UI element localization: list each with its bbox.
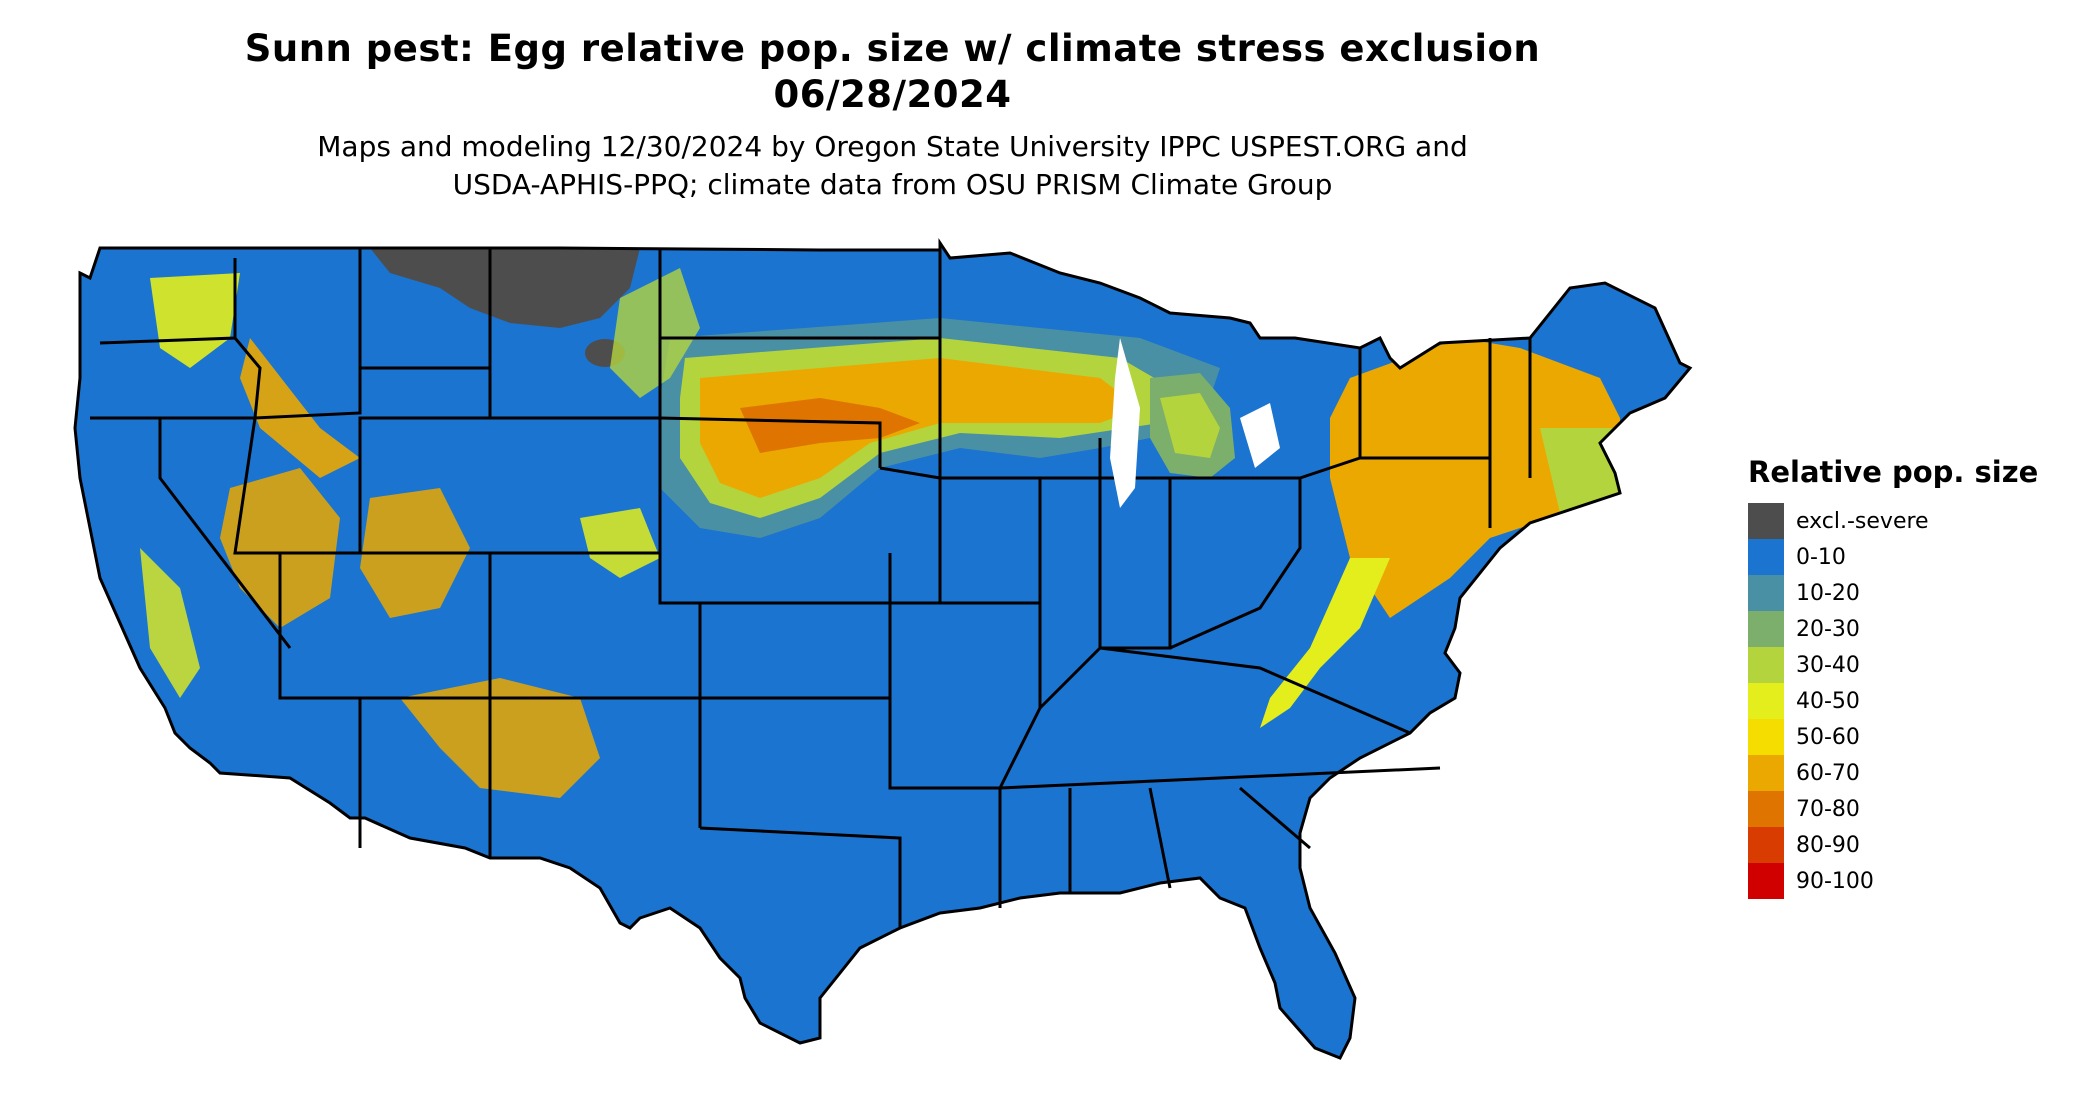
legend-label: 90-100 (1796, 868, 1874, 894)
legend-swatch (1748, 575, 1784, 611)
legend-swatch (1748, 719, 1784, 755)
excluded-zone-montana (370, 248, 640, 328)
legend-swatch (1748, 611, 1784, 647)
band-40-50-colorado (580, 508, 660, 578)
legend-title: Relative pop. size (1748, 455, 2039, 489)
legend-label: 30-40 (1796, 652, 1860, 678)
legend-swatch (1748, 791, 1784, 827)
legend-label: 50-60 (1796, 724, 1860, 750)
legend-item: 60-70 (1748, 755, 2088, 791)
band-60-70-northeast (1330, 338, 1620, 618)
legend-label: 20-30 (1796, 616, 1860, 642)
lake-huron (1240, 403, 1280, 468)
legend-swatch (1748, 503, 1784, 539)
legend-item: 0-10 (1748, 539, 2088, 575)
band-60-70-idaho (240, 338, 360, 478)
band-60-70-arizona-nm (400, 678, 600, 798)
band-60-70-nevada (220, 468, 340, 628)
band-30-40-montana (610, 268, 700, 398)
map-date: 06/28/2024 (773, 73, 1012, 116)
legend-item: excl.-severe (1748, 503, 2088, 539)
legend-label: 0-10 (1796, 544, 1846, 570)
legend-label: 80-90 (1796, 832, 1860, 858)
map-title: Sunn pest: Egg relative pop. size w/ cli… (0, 26, 1785, 118)
map-subtitle-line1: Maps and modeling 12/30/2024 by Oregon S… (317, 130, 1468, 163)
legend-label: excl.-severe (1796, 508, 1929, 534)
legend-item: 90-100 (1748, 863, 2088, 899)
legend-item: 70-80 (1748, 791, 2088, 827)
band-60-70-plains (700, 358, 1140, 498)
great-lakes (1110, 338, 1280, 508)
legend-swatch (1748, 827, 1784, 863)
legend-swatch (1748, 647, 1784, 683)
legend-item: 40-50 (1748, 683, 2088, 719)
map-subtitle-line2: USDA-APHIS-PPQ; climate data from OSU PR… (452, 168, 1333, 201)
legend-swatch (1748, 683, 1784, 719)
legend-label: 10-20 (1796, 580, 1860, 606)
legend-swatch (1748, 539, 1784, 575)
legend: Relative pop. size excl.-severe 0-10 10-20… (1748, 455, 2088, 899)
legend-label: 70-80 (1796, 796, 1860, 822)
legend-item: 80-90 (1748, 827, 2088, 863)
legend-item: 30-40 (1748, 647, 2088, 683)
legend-items: excl.-severe 0-10 10-20 20-30 30-40 40-50 50-6… (1748, 503, 2088, 899)
state-borders (73, 238, 1693, 1060)
legend-swatch (1748, 755, 1784, 791)
band-70-80-plains (740, 398, 920, 453)
map-title-line1: Sunn pest: Egg relative pop. size w/ cli… (244, 27, 1541, 70)
legend-label: 60-70 (1796, 760, 1860, 786)
band-30-40-michigan (1160, 393, 1220, 458)
lake-michigan (1110, 338, 1140, 508)
us-map (73, 238, 1693, 1060)
band-30-40-new-england (1540, 428, 1620, 513)
band-40-50-california (140, 548, 200, 698)
legend-item: 20-30 (1748, 611, 2088, 647)
us-landmass (75, 243, 1690, 1058)
band-40-50-washington (150, 273, 240, 368)
legend-item: 50-60 (1748, 719, 2088, 755)
legend-item: 10-20 (1748, 575, 2088, 611)
map-subtitle: Maps and modeling 12/30/2024 by Oregon S… (0, 128, 1785, 204)
band-40-50-appalachia (1260, 558, 1390, 728)
legend-swatch (1748, 863, 1784, 899)
legend-label: 40-50 (1796, 688, 1860, 714)
